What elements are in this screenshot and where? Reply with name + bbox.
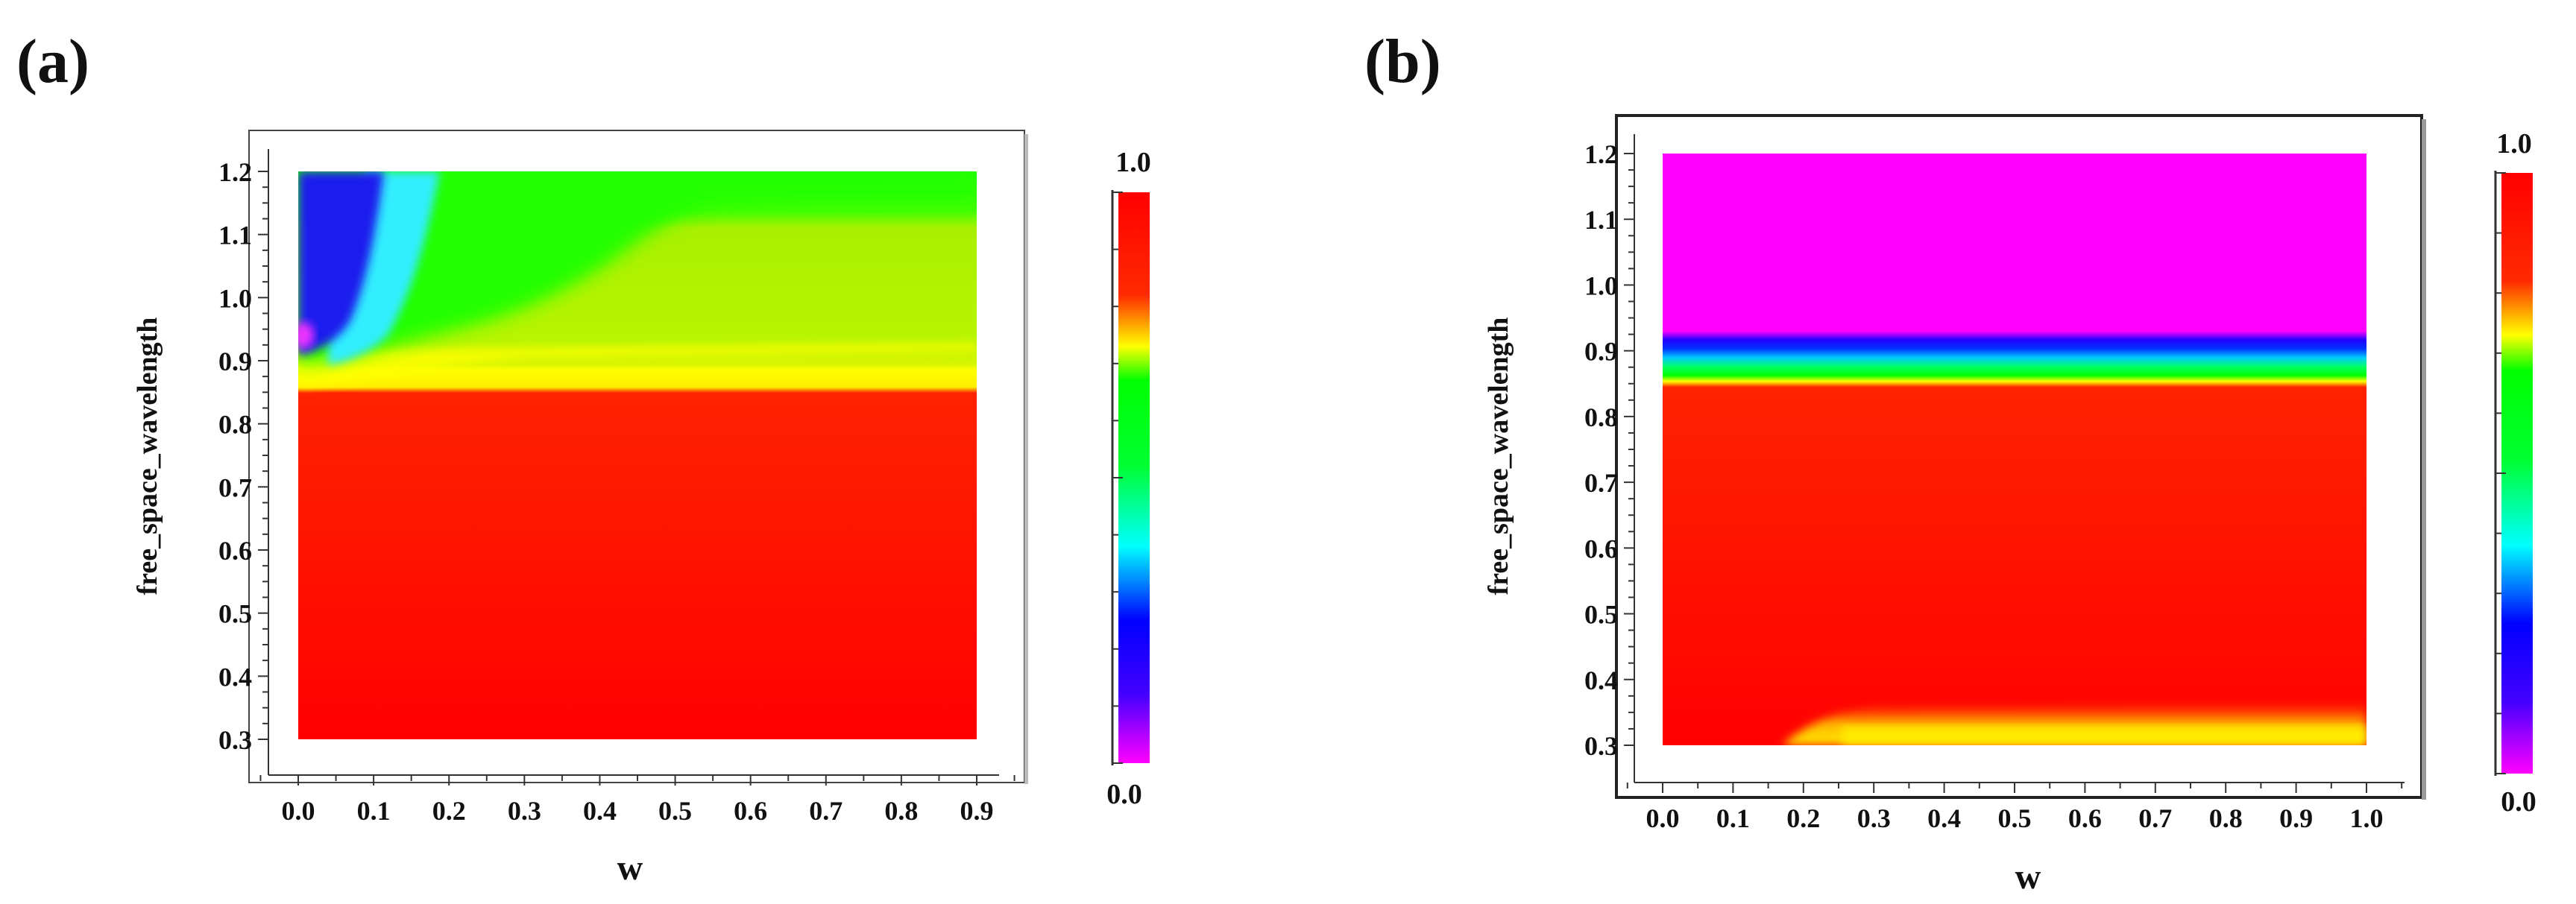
panel-a-colorbar-min: 0.0 xyxy=(1106,779,1142,810)
panel-b-y-ticks: 0.3 0.4 0.5 0.6 0.7 0.8 0.9 1.0 1.1 1.2 xyxy=(1584,139,1634,761)
y-tick-label: 0.3 xyxy=(218,725,252,755)
panel-b-colorbar-min: 0.0 xyxy=(2501,786,2536,818)
y-tick-label: 0.7 xyxy=(1584,468,1618,498)
x-tick-label: 0.2 xyxy=(1786,803,1820,833)
y-tick-label: 0.8 xyxy=(218,410,252,440)
y-tick-label: 1.1 xyxy=(218,221,252,250)
y-tick-label: 0.5 xyxy=(218,599,252,629)
y-tick-label: 1.0 xyxy=(218,283,252,313)
panel-b-colorbar-max: 1.0 xyxy=(2496,128,2532,159)
panel-a-colorbar: 1.0 0.0 xyxy=(1106,147,1151,810)
panel-b-colorbar-ticks xyxy=(2495,172,2506,774)
x-tick-label: 0.3 xyxy=(508,796,541,826)
y-tick-label: 1.2 xyxy=(218,157,252,187)
panel-a-x-ticks: 0.0 0.1 0.2 0.3 0.4 0.5 0.6 0.7 0.8 0.9 xyxy=(259,775,1015,826)
panel-b-colorbar-gradient xyxy=(2501,173,2533,774)
panel-a-colorbar-ticks xyxy=(1112,192,1123,764)
x-tick-label: 0.5 xyxy=(658,796,692,826)
y-tick-label: 0.9 xyxy=(218,347,252,376)
y-tick-label: 0.5 xyxy=(1584,600,1618,630)
panel-a: (a) 0.30.40.50.60.70.80.91.01.11.2 0.0 0.… xyxy=(16,27,1151,888)
x-tick-label: 0.6 xyxy=(2068,803,2102,833)
x-tick-label: 0.5 xyxy=(1998,803,2032,833)
panel-b: (b) 0.30.40.50.60.70.80.91.01.11.2 0.0 0.… xyxy=(1364,27,2536,897)
y-tick-label: 0.6 xyxy=(1584,534,1618,563)
panel-a-cyan-region xyxy=(328,171,440,365)
x-tick-label: 0.9 xyxy=(960,796,994,826)
panel-b-heatmap-base xyxy=(1663,154,2366,745)
panel-b-yellow-strip-core xyxy=(1842,727,2366,745)
x-tick-label: 0.3 xyxy=(1857,803,1891,833)
x-tick-label: 0.0 xyxy=(282,796,315,826)
x-tick-label: 0.8 xyxy=(2209,803,2243,833)
panel-a-green-region xyxy=(298,171,977,365)
panel-a-label: (a) xyxy=(16,27,89,96)
panel-a-heatmap xyxy=(298,171,977,739)
x-tick-label: 0.7 xyxy=(809,796,843,826)
y-tick-label: 0.8 xyxy=(1584,402,1618,432)
y-tick-label: 0.4 xyxy=(218,662,252,692)
y-tick-label: 1.0 xyxy=(1584,271,1618,300)
x-tick-label: 0.2 xyxy=(432,796,466,826)
panel-a-colorbar-max: 1.0 xyxy=(1115,147,1151,178)
x-tick-label: 0.7 xyxy=(2138,803,2172,833)
y-tick-label: 1.1 xyxy=(1584,205,1618,235)
panel-a-y-label: free_space_wavelength xyxy=(132,317,163,595)
panel-a-y-ticks: 0.3 0.4 0.5 0.6 0.7 0.8 0.9 1.0 1.1 1.2 xyxy=(218,157,268,755)
panel-a-transition-wedge xyxy=(298,343,977,388)
panel-b-heatmap xyxy=(1663,154,2366,745)
y-tick-label: 0.6 xyxy=(218,536,252,566)
panel-a-colorbar-gradient xyxy=(1118,192,1150,763)
panel-b-y-label: free_space_wavelength xyxy=(1483,317,1514,595)
panel-b-plot-frame-shadow xyxy=(2422,119,2426,800)
x-tick-label: 0.0 xyxy=(1646,803,1680,833)
y-tick-label: 0.4 xyxy=(1584,666,1618,695)
panel-b-x-label: w xyxy=(2015,857,2041,897)
x-tick-label: 0.1 xyxy=(357,796,391,826)
y-tick-label: 0.9 xyxy=(1584,337,1618,367)
x-tick-label: 0.4 xyxy=(583,796,617,826)
panel-a-blue-region xyxy=(298,171,384,356)
x-tick-label: 0.6 xyxy=(734,796,767,826)
x-tick-label: 1.0 xyxy=(2350,803,2384,833)
x-tick-label: 0.1 xyxy=(1716,803,1750,833)
panel-b-label: (b) xyxy=(1364,27,1441,96)
panel-a-magenta-spot xyxy=(298,322,314,349)
x-tick-label: 0.8 xyxy=(884,796,918,826)
panel-a-x-label: w xyxy=(617,848,643,888)
y-tick-label: 1.2 xyxy=(1584,139,1618,169)
panel-b-x-ticks: 0.0 0.1 0.2 0.3 0.4 0.5 0.6 0.7 0.8 0.9 1.0 xyxy=(1626,783,2403,833)
y-tick-label: 0.7 xyxy=(218,472,252,502)
panel-a-plot-frame-shadow xyxy=(1024,134,1028,784)
x-tick-label: 0.9 xyxy=(2279,803,2313,833)
y-tick-label: 0.3 xyxy=(1584,731,1618,761)
panel-b-colorbar: 1.0 0.0 xyxy=(2494,128,2536,818)
x-tick-label: 0.4 xyxy=(1927,803,1961,833)
